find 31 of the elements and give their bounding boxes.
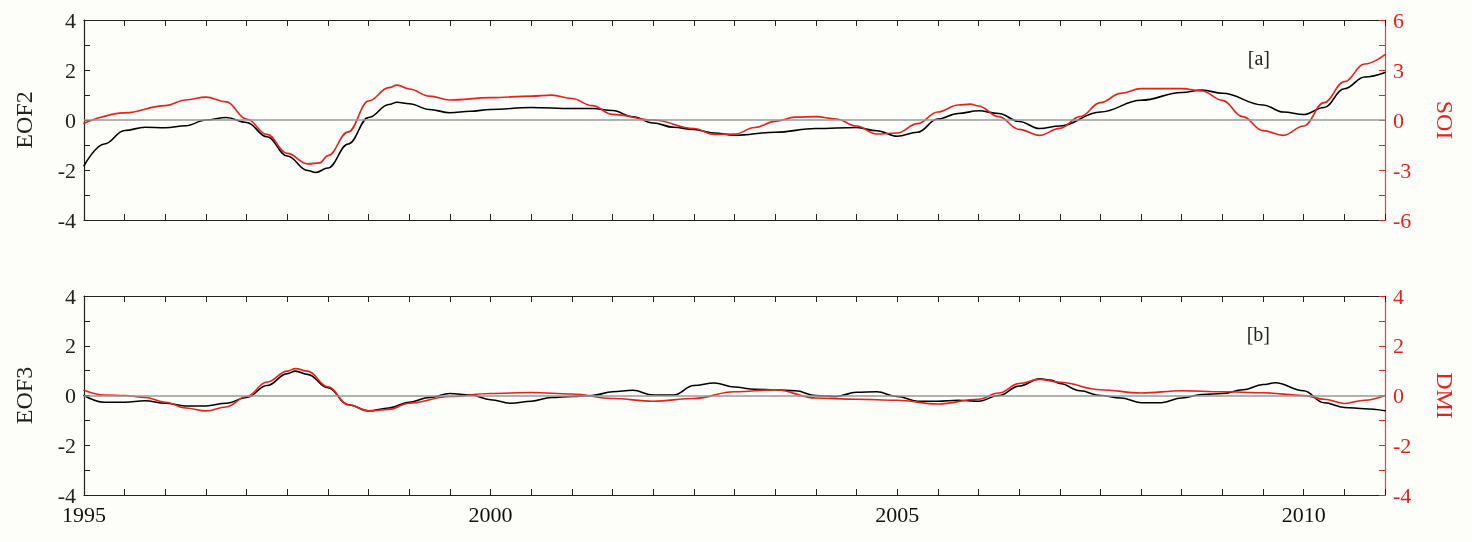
line-series [83,53,1386,165]
y2-tick-label: -2 [1393,432,1412,458]
y-tick-label: -2 [57,432,76,458]
y2-tick-label: -4 [1393,482,1412,508]
y2-tick-label: 0 [1393,107,1404,133]
x-tick-label: 2005 [875,501,920,527]
line-series [83,71,1386,174]
y-axis-title: EOF3 [11,366,37,425]
y-tick-label: -4 [57,207,76,233]
y2-tick-label: 6 [1393,7,1404,33]
y-tick-label: 2 [65,333,76,359]
y2-tick-label: 3 [1393,57,1404,83]
y2-axis-title: DMI [1432,372,1458,419]
y2-tick-label: 0 [1393,383,1404,408]
y-tick-label: -4 [57,482,76,508]
annotation: [a] [1247,47,1271,69]
annotation: [b] [1246,323,1271,345]
y2-axis-title: SOI [1432,100,1458,140]
y2-tick-label: -6 [1393,207,1412,233]
y-tick-label: 0 [65,383,76,408]
y-tick-label: 0 [65,107,76,133]
y-tick-label: 4 [65,283,76,309]
y-axis-title: EOF2 [11,91,37,149]
x-tick-label: 2000 [468,501,513,527]
y-tick-label: 4 [65,7,76,33]
y-tick-label: 2 [65,57,76,83]
y2-tick-label: -3 [1393,157,1412,183]
y2-tick-label: 4 [1393,283,1404,309]
x-tick-label: 2010 [1281,501,1326,527]
y2-tick-label: 2 [1393,333,1404,359]
y-tick-label: -2 [57,157,76,183]
